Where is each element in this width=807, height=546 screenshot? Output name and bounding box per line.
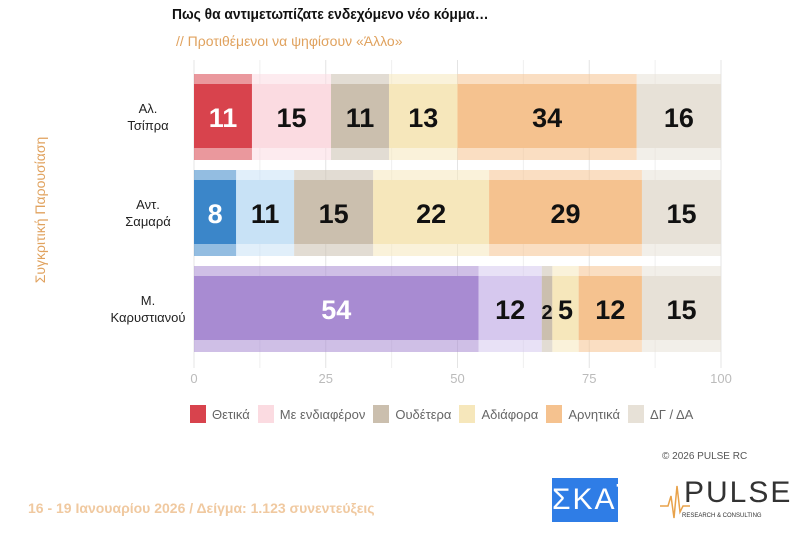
data-label: 15 bbox=[666, 199, 696, 229]
bar-segment bbox=[552, 276, 579, 340]
chart-subtitle: // Προτιθέμενοι να ψηφίσουν «Άλλο» bbox=[176, 33, 403, 49]
legend-swatch bbox=[373, 405, 390, 423]
bar-segment bbox=[641, 180, 721, 244]
legend-item: Με ενδιαφέρον bbox=[257, 405, 366, 423]
data-label: 11 bbox=[346, 103, 375, 133]
data-label: 29 bbox=[551, 199, 581, 229]
data-label: 11 bbox=[209, 103, 238, 133]
x-tick-label: 50 bbox=[450, 371, 464, 386]
data-label: 34 bbox=[532, 103, 562, 133]
legend-label: Αδιάφορα bbox=[481, 406, 539, 422]
category-label-line: Σαμαρά bbox=[125, 214, 171, 229]
bar-segment bbox=[457, 84, 637, 148]
data-label: 22 bbox=[416, 199, 446, 229]
legend-swatch bbox=[546, 405, 563, 423]
bar-segment bbox=[388, 84, 458, 148]
bar-segment bbox=[251, 84, 332, 148]
bar-segment bbox=[489, 180, 642, 244]
data-label: 16 bbox=[664, 103, 694, 133]
data-label: 8 bbox=[208, 199, 223, 229]
data-label: 15 bbox=[666, 295, 696, 325]
legend-label: Ουδέτερα bbox=[395, 406, 452, 422]
data-label: 15 bbox=[319, 199, 349, 229]
category-label-line: Αλ. bbox=[138, 101, 158, 116]
bar-segment bbox=[636, 84, 721, 148]
skai-logo: ΣΚΑΪ bbox=[552, 478, 625, 522]
x-tick-label: 100 bbox=[710, 371, 732, 386]
bar-segment bbox=[236, 180, 295, 244]
chart-title: Πως θα αντιμετωπίζατε ενδεχόμενο νέο κόμ… bbox=[172, 6, 489, 23]
bar-segment bbox=[641, 276, 721, 340]
legend-swatch bbox=[459, 405, 476, 423]
x-tick-label: 25 bbox=[319, 371, 333, 386]
data-label: 15 bbox=[276, 103, 306, 133]
category-label: Αλ. Τσίπρα bbox=[88, 100, 208, 134]
legend-item: Αρνητικά bbox=[546, 405, 620, 423]
bar-segment bbox=[578, 276, 642, 340]
bar-segment bbox=[194, 180, 237, 244]
category-label-line: Τσίπρα bbox=[127, 118, 169, 133]
legend-swatch bbox=[190, 405, 206, 423]
x-tick-label: 0 bbox=[190, 371, 197, 386]
legend-label: ΔΓ / ΔΑ bbox=[650, 406, 694, 422]
data-label: 11 bbox=[251, 199, 280, 229]
bar-segment bbox=[541, 276, 553, 340]
legend-label: Θετικά bbox=[212, 406, 250, 422]
data-label: 54 bbox=[321, 295, 351, 325]
legend: Θετικά Με ενδιαφέρον Ουδέτερα Αδιάφορα Αρνητ… bbox=[190, 405, 693, 423]
data-label: 2 bbox=[542, 302, 553, 324]
bar-segment bbox=[331, 84, 389, 148]
legend-label: Με ενδιαφέρον bbox=[279, 406, 366, 422]
data-label: 5 bbox=[558, 295, 573, 325]
category-label-line: Καρυστιανού bbox=[110, 310, 186, 325]
legend-swatch bbox=[257, 405, 274, 423]
legend-item: Θετικά bbox=[190, 405, 250, 423]
category-label: Μ. Καρυστιανού bbox=[88, 292, 208, 326]
bar-segment bbox=[478, 276, 542, 340]
data-label: 12 bbox=[595, 295, 625, 325]
footer-note: 16 - 19 Ιανουαρίου 2026 / Δείγμα: 1.123 … bbox=[28, 500, 375, 516]
legend-item: Ουδέτερα bbox=[373, 405, 451, 423]
legend-item: ΔΓ / ΔΑ bbox=[628, 405, 693, 423]
data-label: 12 bbox=[495, 295, 525, 325]
legend-item: Αδιάφορα bbox=[459, 405, 538, 423]
bar-segment bbox=[194, 276, 479, 340]
x-tick-label: 75 bbox=[582, 371, 596, 386]
category-label-line: Αντ. bbox=[136, 197, 160, 212]
category-label-line: Μ. bbox=[140, 293, 156, 308]
pulse-logo: PULSE RESEARCH & CONSULTING bbox=[660, 476, 790, 526]
legend-label: Αρνητικά bbox=[568, 406, 621, 422]
bar-segment bbox=[294, 180, 374, 244]
bar-segment bbox=[194, 84, 252, 148]
copyright: © 2026 PULSE RC bbox=[662, 451, 748, 462]
category-label: Αντ. Σαμαρά bbox=[88, 196, 208, 230]
bar-segment bbox=[373, 180, 490, 244]
data-label: 13 bbox=[408, 103, 438, 133]
legend-swatch bbox=[628, 405, 645, 423]
